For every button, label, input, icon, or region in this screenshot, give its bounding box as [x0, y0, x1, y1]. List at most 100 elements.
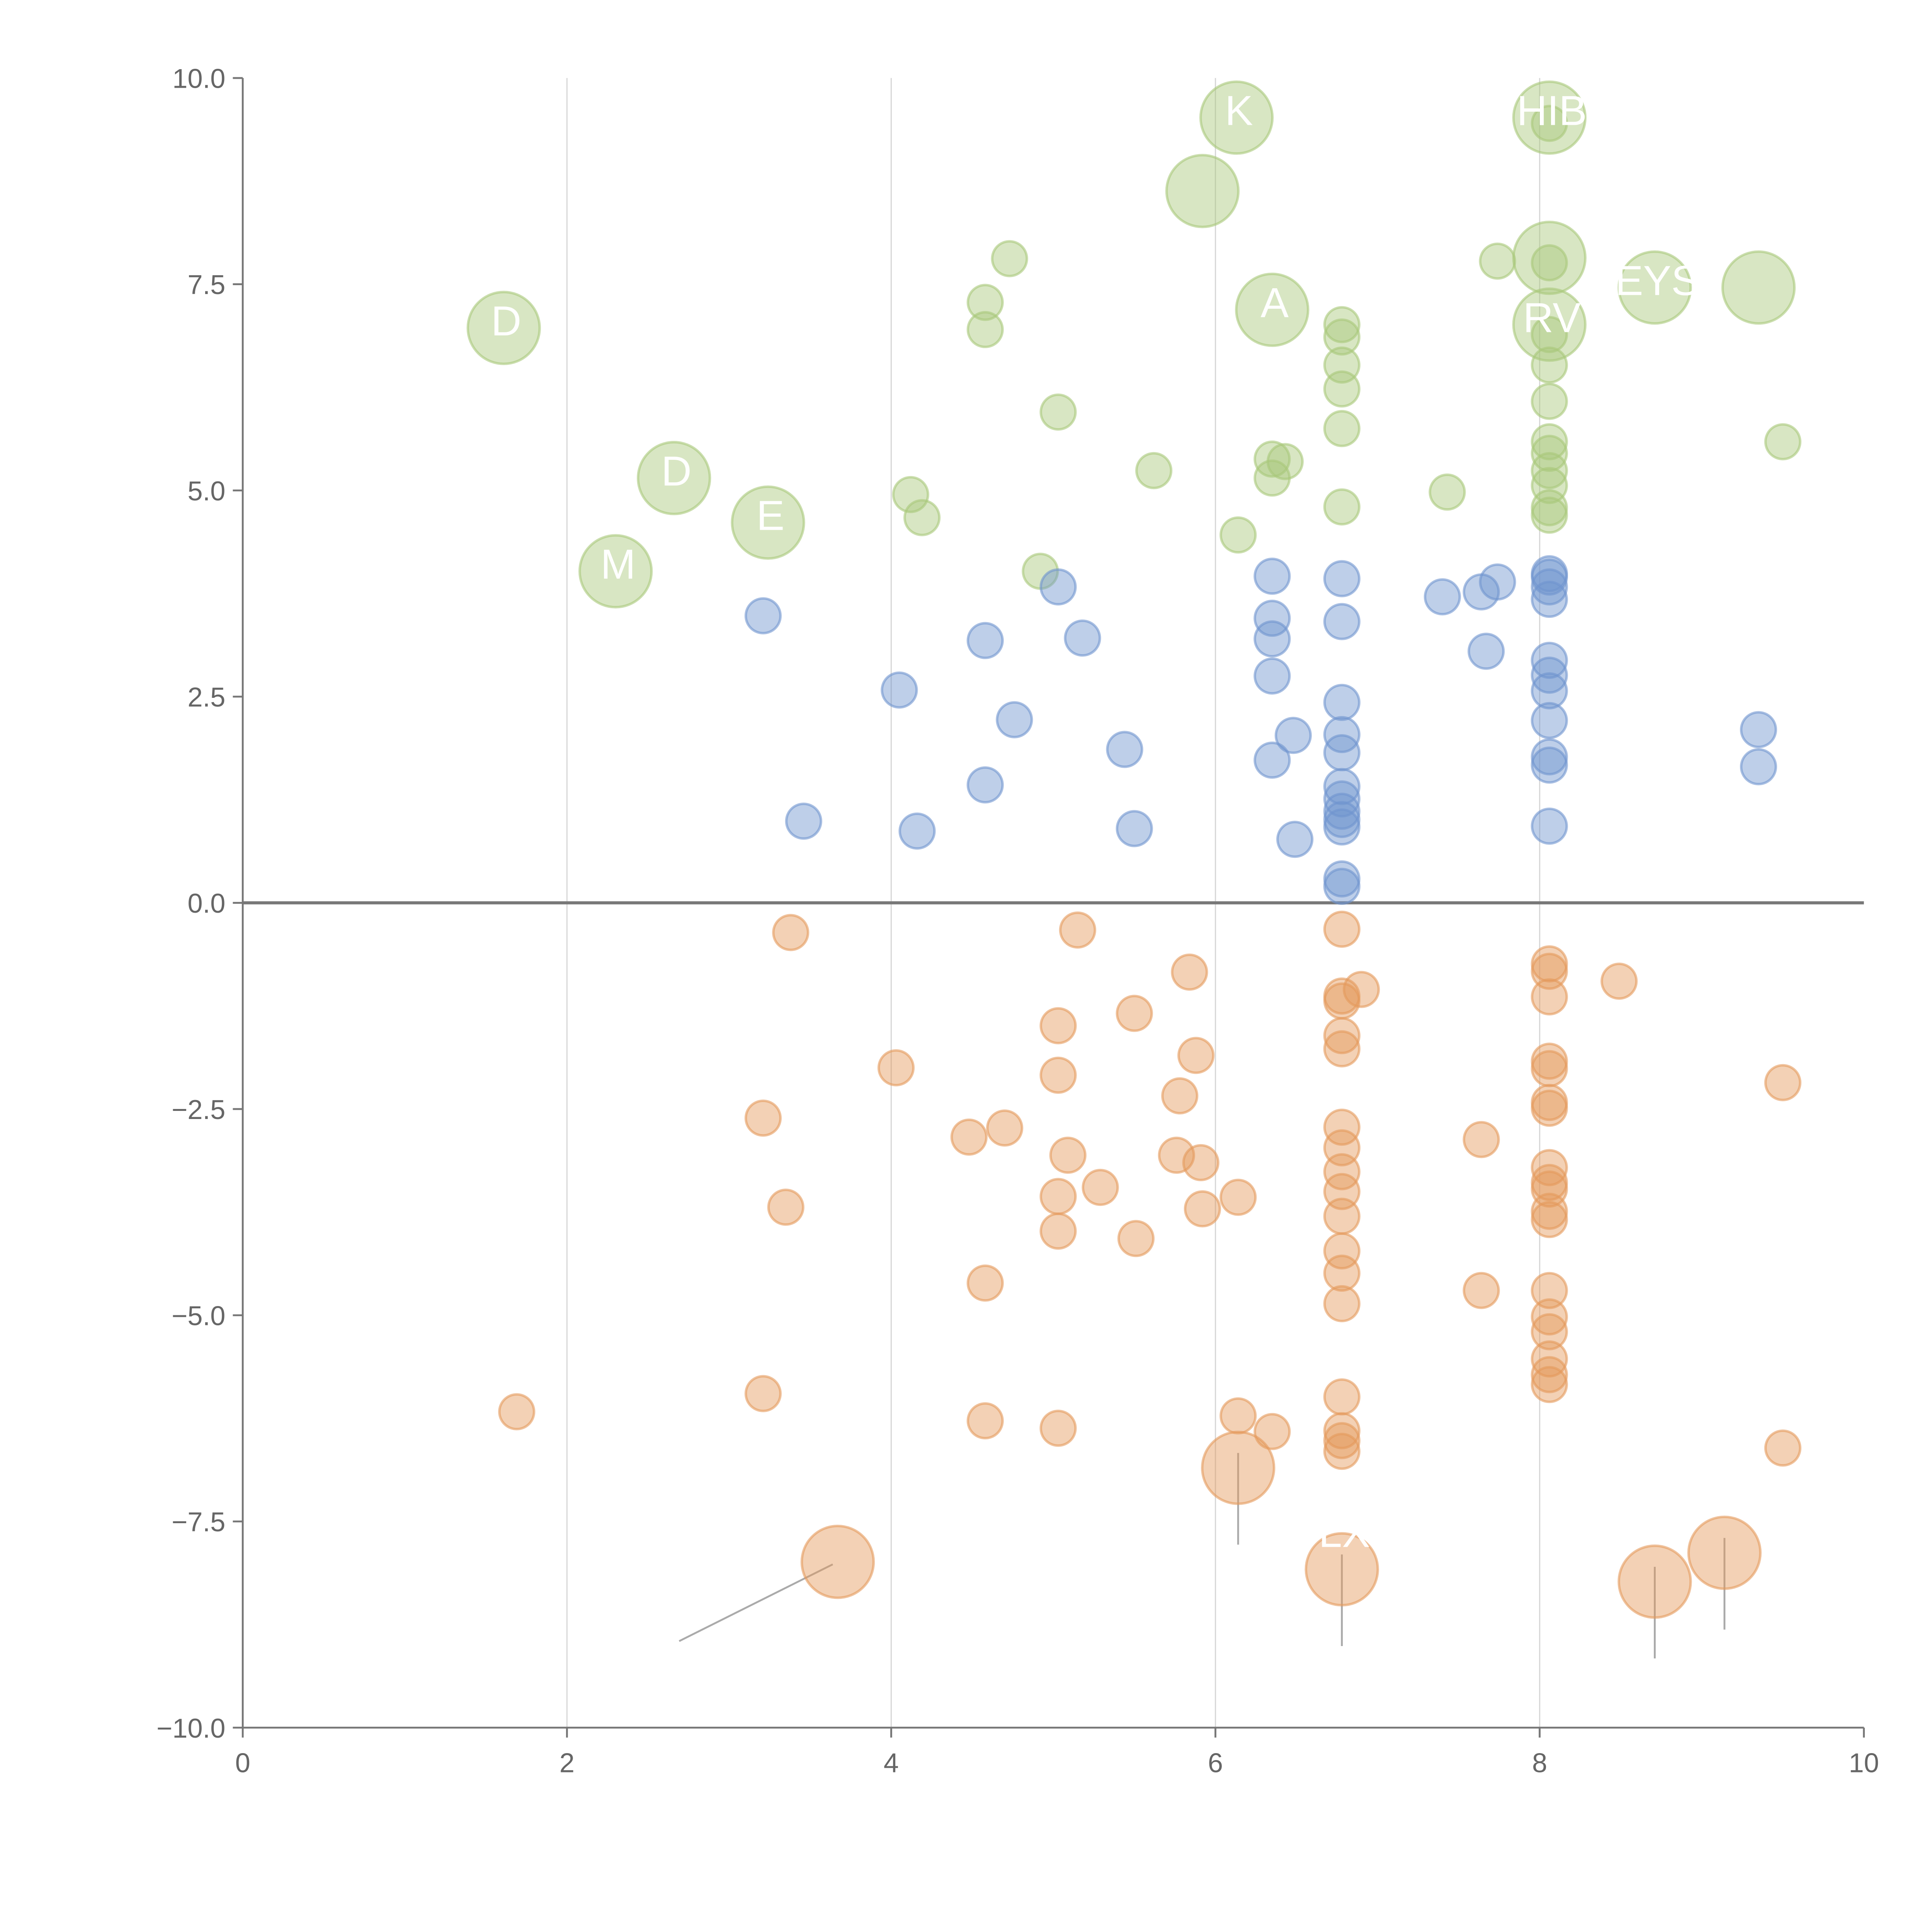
green-bubble	[1253, 459, 1291, 497]
green-bubble	[1512, 287, 1587, 362]
green-bubble	[1531, 423, 1568, 461]
blue-bubble	[1323, 560, 1361, 597]
y-tick-label: −2.5	[172, 1094, 225, 1125]
orange-bubble	[1463, 1272, 1500, 1309]
blue-bubble	[966, 766, 1004, 804]
green-bubble	[1323, 306, 1361, 344]
blue-bubble	[1253, 600, 1291, 637]
blue-bubble	[785, 803, 822, 840]
blue-bubble	[1323, 867, 1361, 905]
orange-bubble	[1617, 1544, 1692, 1619]
orange-bubble	[1323, 1432, 1361, 1470]
blue-bubble	[1253, 742, 1291, 779]
orange-bubble	[950, 1118, 988, 1156]
orange-bubble	[986, 1109, 1024, 1147]
y-tick-label: −10.0	[156, 1713, 225, 1743]
orange-bubble	[1304, 1532, 1379, 1607]
green-bubble	[1531, 452, 1568, 490]
green-bubble	[1323, 488, 1361, 526]
blue-bubble	[744, 597, 782, 634]
orange-bubble	[1531, 1089, 1568, 1127]
orange-bubble	[1531, 1356, 1568, 1393]
orange-bubble	[772, 914, 810, 951]
orange-bubble	[1219, 1179, 1257, 1216]
orange-bubble	[1531, 1272, 1568, 1309]
orange-bubble	[1158, 1136, 1195, 1174]
y-tick-label: 10.0	[172, 63, 225, 94]
green-bubble	[1531, 346, 1568, 384]
orange-bubble	[1039, 1056, 1077, 1094]
orange-bubble	[744, 1375, 782, 1412]
point-label: E	[757, 492, 785, 539]
blue-bubble	[1106, 731, 1143, 768]
blue-bubble	[1116, 810, 1153, 847]
green-bubble	[578, 534, 653, 609]
orange-bubble	[1039, 1178, 1077, 1215]
axes: 0 2 4 6 8 10 −10.0 −7.5 −5.0 −2.5 0.0 2.5 5.0 7.5 10.0	[156, 63, 1879, 1778]
orange-bubble	[1531, 952, 1568, 990]
y-tick-label: 5.0	[187, 476, 225, 506]
blue-bubble	[1276, 821, 1314, 858]
blue-bubble	[1531, 656, 1568, 694]
blue-bubble	[1323, 684, 1361, 721]
orange-bubble	[1531, 1149, 1568, 1186]
blue-bubble	[1531, 580, 1568, 618]
green-bubble	[1235, 272, 1310, 347]
orange-bubble	[1161, 1077, 1199, 1115]
green-bubble	[1323, 318, 1361, 356]
orange-bubble	[1117, 1220, 1155, 1257]
blue-bubble	[1323, 780, 1361, 818]
blue-bubble	[1039, 568, 1077, 606]
orange-bubble	[1764, 1429, 1802, 1467]
orange-bubble	[1253, 1413, 1291, 1450]
point-label: D	[661, 447, 692, 495]
x-tick-label: 0	[235, 1748, 250, 1778]
y-tick-label: 0.0	[187, 888, 225, 918]
x-tick-label: 8	[1532, 1748, 1547, 1778]
green-bubble	[1323, 370, 1361, 408]
blue-bubble	[1531, 672, 1568, 710]
orange-bubble	[767, 1189, 804, 1226]
y-tick-label: −7.5	[172, 1507, 225, 1537]
green-bubble	[1531, 316, 1568, 353]
orange-bubble	[1201, 1430, 1276, 1505]
green-bubble	[1764, 423, 1802, 461]
green-bubble	[892, 476, 929, 513]
orange-bubble	[1323, 1422, 1361, 1459]
blue-bubble	[1323, 793, 1361, 830]
orange-bubble	[1531, 1170, 1568, 1208]
orange-bubble	[1687, 1515, 1762, 1590]
blue-bubble	[1740, 748, 1777, 786]
orange-bubble	[1531, 1313, 1568, 1350]
orange-bubble	[1531, 1366, 1568, 1403]
orange-bubble	[1531, 978, 1568, 1015]
point-label: A	[1260, 279, 1289, 327]
blue-bubble	[1323, 808, 1361, 846]
orange-bubble	[877, 1049, 915, 1087]
leader-line	[679, 1563, 833, 1642]
leader-lines	[679, 1453, 1726, 1659]
orange-bubble	[966, 1402, 1004, 1440]
blue-bubble	[1323, 734, 1361, 772]
blue-bubble	[881, 671, 918, 709]
blue-bubble	[966, 622, 1004, 659]
orange-bubble	[1182, 1144, 1219, 1182]
green-bubble	[466, 291, 541, 365]
orange-bubble	[1323, 1017, 1361, 1054]
blue-bubble	[1531, 746, 1568, 784]
green-bubble	[1479, 242, 1516, 280]
green-bubble	[1429, 473, 1466, 511]
green-bubble	[1135, 452, 1173, 490]
x-tick-label: 4	[884, 1748, 899, 1778]
orange-bubble	[1531, 1050, 1568, 1087]
green-bubble	[1531, 244, 1568, 282]
green-bubble	[1323, 410, 1361, 447]
blue-bubble	[1423, 578, 1461, 616]
blue-bubble	[1531, 738, 1568, 776]
orange-bubble	[1039, 1007, 1077, 1044]
green-bubble	[731, 485, 805, 560]
orange-bubble	[966, 1264, 1004, 1302]
y-tick-label: 2.5	[187, 682, 225, 713]
green-bubble	[637, 441, 711, 515]
